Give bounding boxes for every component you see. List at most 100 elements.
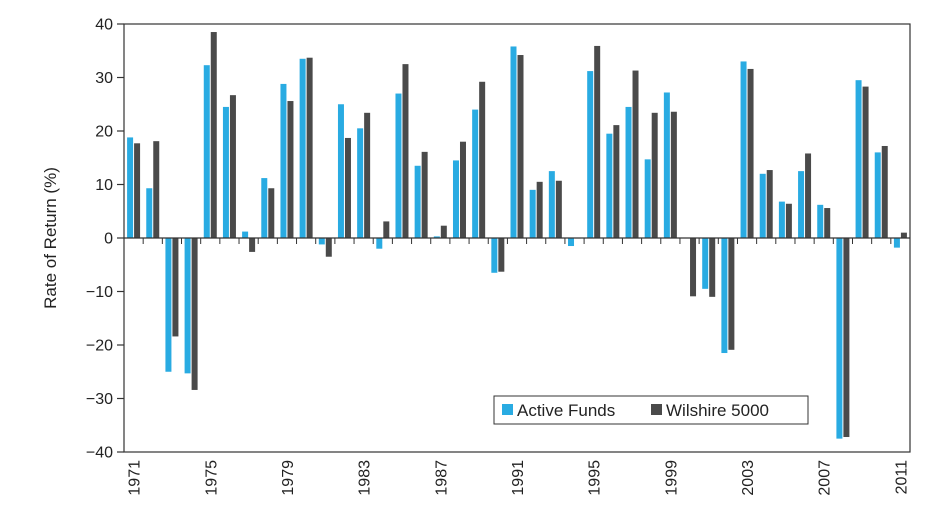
- bar-wilshire-5000-1992: [536, 181, 543, 238]
- bar-wilshire-5000-1991: [517, 55, 524, 238]
- bar-active-funds-1994: [568, 238, 575, 247]
- bar-active-funds-1974: [184, 238, 191, 374]
- bar-active-funds-1996: [606, 133, 613, 238]
- y-tick-label: 0: [104, 231, 113, 248]
- bar-active-funds-1971: [127, 137, 134, 238]
- bar-wilshire-5000-2007: [824, 208, 831, 238]
- bar-wilshire-5000-2011: [900, 232, 907, 238]
- bar-wilshire-5000-1986: [421, 151, 428, 238]
- bar-wilshire-5000-1978: [268, 188, 275, 238]
- bar-wilshire-5000-1972: [153, 141, 160, 238]
- bar-active-funds-1978: [261, 178, 268, 238]
- x-tick-label: 2003: [740, 460, 757, 496]
- y-tick-label: 30: [95, 70, 113, 87]
- bar-active-funds-1995: [587, 71, 594, 238]
- bar-wilshire-5000-2006: [805, 153, 812, 238]
- bar-wilshire-5000-1976: [229, 95, 236, 238]
- bar-active-funds-1983: [357, 128, 364, 238]
- y-tick-label: 20: [95, 124, 113, 141]
- bar-wilshire-5000-1989: [479, 81, 486, 238]
- bar-active-funds-1977: [242, 231, 249, 238]
- legend-label-active-funds: Active Funds: [517, 401, 615, 420]
- bar-active-funds-2002: [721, 238, 728, 354]
- bar-wilshire-5000-2003: [747, 68, 754, 238]
- bar-active-funds-1986: [414, 165, 421, 238]
- x-tick-label: 1971: [127, 460, 144, 496]
- bar-wilshire-5000-1984: [383, 221, 390, 238]
- bar-wilshire-5000-2008: [843, 238, 850, 438]
- x-tick-label: 1999: [663, 460, 680, 496]
- bar-wilshire-5000-1971: [134, 143, 141, 238]
- x-tick-label: 1979: [280, 460, 297, 496]
- bars-layer: [127, 32, 907, 439]
- bar-wilshire-5000-1997: [632, 70, 639, 238]
- bar-wilshire-5000-2002: [728, 238, 735, 350]
- bar-wilshire-5000-1993: [555, 180, 562, 238]
- bar-active-funds-1997: [625, 106, 632, 238]
- bar-wilshire-5000-1998: [651, 112, 658, 238]
- bar-wilshire-5000-1974: [191, 238, 198, 390]
- bar-wilshire-5000-2010: [881, 145, 888, 238]
- bar-wilshire-5000-1975: [210, 32, 217, 239]
- bar-active-funds-1985: [395, 93, 402, 238]
- bar-wilshire-5000-1979: [287, 101, 294, 238]
- bar-active-funds-2006: [798, 171, 805, 238]
- bar-active-funds-1991: [510, 46, 517, 238]
- bar-active-funds-1976: [222, 106, 229, 238]
- bar-wilshire-5000-1983: [364, 112, 371, 238]
- x-tick-label: 1991: [510, 460, 527, 496]
- bar-wilshire-5000-1990: [498, 238, 505, 272]
- y-tick-label: 40: [95, 17, 113, 34]
- bar-active-funds-1972: [146, 188, 153, 238]
- bar-wilshire-5000-2005: [785, 203, 792, 238]
- bar-active-funds-1992: [529, 189, 536, 238]
- bar-active-funds-1998: [644, 159, 651, 238]
- bar-wilshire-5000-1987: [440, 225, 447, 238]
- y-tick-label: −10: [86, 284, 113, 301]
- bar-active-funds-2010: [874, 152, 881, 238]
- x-tick-labels: 1971 1975 1979 1983 1987 1991 1995 1999 2003 2007…: [127, 460, 911, 496]
- bar-active-funds-1993: [548, 171, 555, 238]
- y-tick-label: −20: [86, 338, 113, 355]
- bar-active-funds-1979: [280, 83, 287, 238]
- x-tick-label: 1983: [357, 460, 374, 496]
- x-tick-label: 1987: [433, 460, 450, 496]
- bar-active-funds-1990: [491, 238, 498, 273]
- bar-wilshire-5000-1973: [172, 238, 179, 337]
- bar-wilshire-5000-1977: [249, 238, 256, 252]
- bar-active-funds-1987: [433, 236, 440, 238]
- bar-active-funds-2008: [836, 238, 843, 439]
- bar-active-funds-2005: [778, 201, 785, 238]
- bar-wilshire-5000-2000: [690, 238, 697, 297]
- bar-wilshire-5000-2009: [862, 86, 869, 238]
- x-tick-label: 1975: [203, 460, 220, 496]
- bar-active-funds-1999: [663, 92, 670, 238]
- x-tick-label: 1995: [587, 460, 604, 496]
- bar-wilshire-5000-1981: [325, 238, 332, 257]
- bar-active-funds-1982: [337, 104, 344, 238]
- bar-active-funds-2009: [855, 80, 862, 238]
- bar-active-funds-2003: [740, 61, 747, 239]
- y-tick-label: −40: [86, 445, 113, 462]
- bar-wilshire-5000-1985: [402, 64, 409, 238]
- bar-wilshire-5000-1980: [306, 57, 313, 238]
- y-axis-title: Rate of Return (%): [41, 167, 60, 309]
- y-tick-label: −30: [86, 391, 113, 408]
- legend-swatch-active-funds: [502, 404, 513, 415]
- legend-label-wilshire-5000: Wilshire 5000: [666, 401, 769, 420]
- bar-active-funds-1981: [318, 238, 325, 245]
- x-tick-label: 2007: [817, 460, 834, 496]
- bar-wilshire-5000-2001: [709, 238, 716, 297]
- bar-active-funds-1975: [203, 65, 210, 238]
- legend-swatch-wilshire-5000: [651, 404, 662, 415]
- bar-wilshire-5000-1982: [344, 137, 351, 238]
- x-tick-label: 2011: [893, 460, 910, 495]
- bar-wilshire-5000-1988: [459, 141, 466, 238]
- bar-active-funds-1984: [376, 238, 383, 249]
- bar-active-funds-1988: [452, 160, 459, 238]
- bar-wilshire-5000-1995: [594, 45, 601, 239]
- bar-active-funds-1989: [472, 109, 479, 238]
- bar-wilshire-5000-1996: [613, 125, 620, 238]
